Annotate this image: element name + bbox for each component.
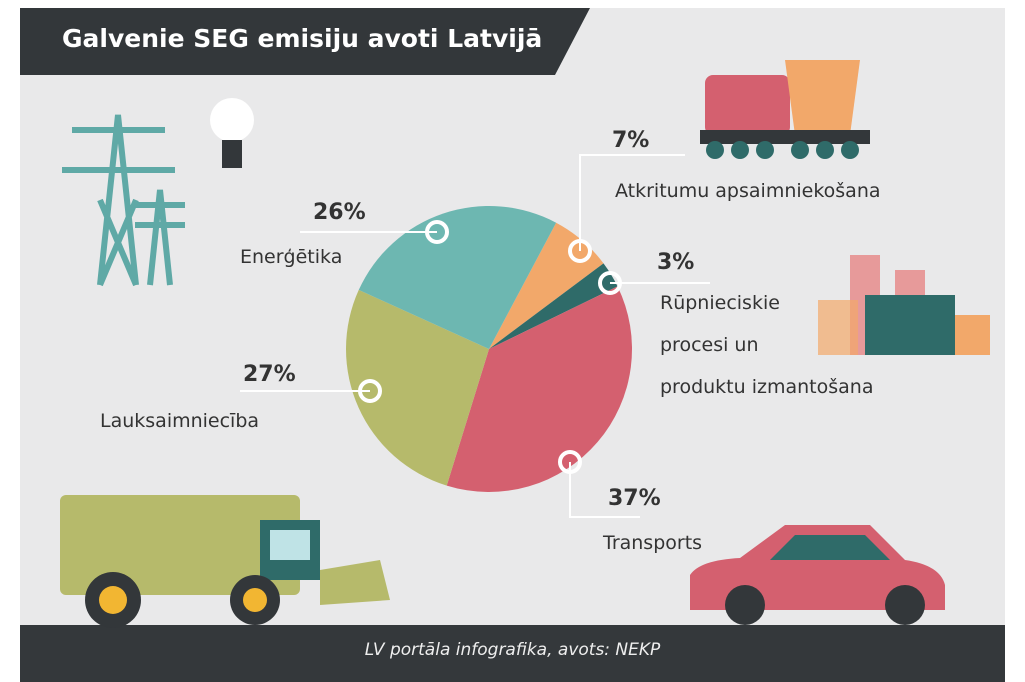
infographic: Galvenie SEG emisiju avoti Latvijā LV po…: [0, 0, 1025, 682]
chart-title: Galvenie SEG emisiju avoti Latvijā: [62, 24, 542, 53]
source-note: LV portāla infografika, avots: NEKP: [0, 640, 1025, 660]
category-label: Transports: [603, 522, 702, 564]
value-label: 37%: [608, 486, 661, 511]
category-label: Enerģētika: [240, 236, 342, 278]
value-label: 7%: [612, 128, 649, 153]
category-label: Rūpnieciskie procesi un produktu izmanto…: [660, 282, 873, 408]
value-label: 27%: [243, 362, 296, 387]
value-label: 26%: [313, 200, 366, 225]
category-label: Atkritumu apsaimniekošana: [615, 170, 881, 212]
category-label: Lauksaimniecība: [100, 400, 259, 442]
value-label: 3%: [657, 250, 694, 275]
